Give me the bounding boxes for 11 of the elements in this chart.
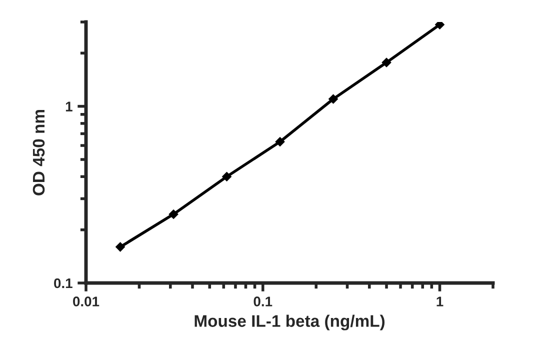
point bbox=[275, 136, 285, 147]
x-tick-label: 0.1 bbox=[254, 296, 272, 306]
point bbox=[115, 242, 126, 252]
point bbox=[328, 94, 338, 104]
point bbox=[382, 58, 392, 68]
point bbox=[222, 172, 232, 182]
point bbox=[168, 209, 178, 220]
y-axis-title: OD 450 nm bbox=[32, 110, 45, 196]
x-tick-label: 1 bbox=[436, 296, 444, 306]
x-axis-title: Mouse IL-1 beta (ng/mL) bbox=[194, 314, 385, 330]
x-tick-label: 0.01 bbox=[73, 296, 100, 306]
